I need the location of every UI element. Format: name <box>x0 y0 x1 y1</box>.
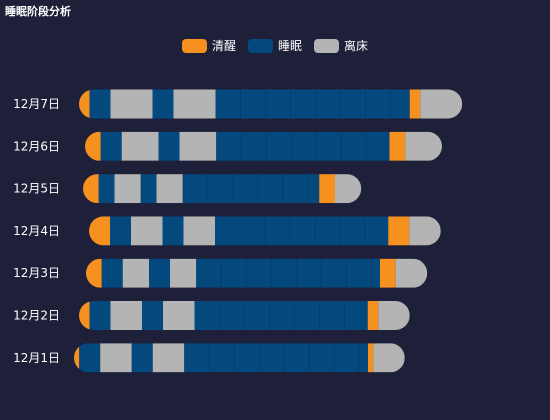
segment-sleep[interactable] <box>215 89 410 119</box>
y-tick-label: 12月6日 <box>13 139 60 153</box>
segment-awake[interactable] <box>89 216 110 246</box>
segment-outofbed[interactable] <box>100 343 132 373</box>
legend-swatch-awake <box>181 38 207 53</box>
segment-sleep[interactable] <box>110 216 131 246</box>
legend-swatch-sleep <box>247 38 273 53</box>
y-tick-label: 12月7日 <box>13 97 60 111</box>
sleep-bar <box>79 89 463 119</box>
segment-outofbed[interactable] <box>173 89 216 119</box>
y-tick-label: 12月5日 <box>13 182 60 196</box>
segment-outofbed[interactable] <box>405 131 442 161</box>
segment-sleep[interactable] <box>89 301 111 330</box>
segment-outofbed[interactable] <box>183 216 216 246</box>
y-tick-label: 12月2日 <box>13 309 60 323</box>
segment-outofbed[interactable] <box>373 343 405 373</box>
segment-outofbed[interactable] <box>114 174 141 204</box>
segment-awake[interactable] <box>409 89 421 119</box>
segment-awake[interactable] <box>380 258 396 288</box>
segment-sleep[interactable] <box>142 301 163 330</box>
segment-outofbed[interactable] <box>110 89 153 119</box>
segment-outofbed[interactable] <box>378 301 410 330</box>
legend-label-sleep: 睡眠 <box>277 39 302 53</box>
segment-awake[interactable] <box>86 258 102 288</box>
segment-awake[interactable] <box>79 301 90 330</box>
legend-item-sleep[interactable]: 睡眠 <box>247 37 302 54</box>
segment-outofbed[interactable] <box>395 258 428 288</box>
sleep-bar <box>86 258 428 288</box>
segment-sleep[interactable] <box>158 131 180 161</box>
segment-outofbed[interactable] <box>156 174 183 204</box>
segment-awake[interactable] <box>74 343 80 373</box>
segment-sleep[interactable] <box>196 258 380 288</box>
segment-awake[interactable] <box>367 301 379 330</box>
segment-awake[interactable] <box>319 174 335 204</box>
segment-sleep[interactable] <box>79 343 101 373</box>
segment-outofbed[interactable] <box>110 301 143 330</box>
sleep-bar <box>89 216 441 246</box>
y-tick-label: 12月3日 <box>13 266 60 280</box>
segment-awake[interactable] <box>83 174 99 204</box>
legend-label-outofbed: 离床 <box>344 39 369 53</box>
segment-sleep[interactable] <box>152 89 174 119</box>
segment-sleep[interactable] <box>162 216 184 246</box>
y-tick-label: 12月4日 <box>13 224 60 238</box>
segment-sleep[interactable] <box>98 174 115 204</box>
segment-outofbed[interactable] <box>131 216 163 246</box>
segment-outofbed[interactable] <box>170 258 197 288</box>
y-tick-label: 12月1日 <box>13 351 60 365</box>
legend-swatch-outofbed <box>314 38 339 53</box>
segment-awake[interactable] <box>388 216 410 246</box>
segment-sleep[interactable] <box>89 89 111 119</box>
segment-sleep[interactable] <box>131 343 153 373</box>
segment-sleep[interactable] <box>100 131 122 161</box>
segment-sleep[interactable] <box>140 174 157 204</box>
segment-sleep[interactable] <box>194 301 368 330</box>
segment-outofbed[interactable] <box>179 131 217 161</box>
segment-awake[interactable] <box>85 131 101 161</box>
chart-title: 睡眠阶段分析 <box>5 5 71 18</box>
segment-outofbed[interactable] <box>122 258 149 288</box>
segment-outofbed[interactable] <box>335 174 362 204</box>
segment-sleep[interactable] <box>215 216 389 246</box>
segment-sleep[interactable] <box>101 258 123 288</box>
segment-outofbed[interactable] <box>152 343 185 373</box>
segment-awake[interactable] <box>368 343 374 373</box>
sleep-bar <box>79 301 410 330</box>
segment-outofbed[interactable] <box>163 301 195 330</box>
segment-awake[interactable] <box>79 89 90 119</box>
segment-sleep[interactable] <box>149 258 170 288</box>
segment-sleep[interactable] <box>184 343 368 373</box>
legend-label-awake: 清醒 <box>211 39 236 53</box>
segment-sleep[interactable] <box>182 174 320 204</box>
legend-item-awake[interactable]: 清醒 <box>181 37 236 54</box>
sleep-bar <box>85 131 442 161</box>
sleep-bar <box>83 174 362 204</box>
legend-item-outofbed[interactable]: 离床 <box>314 37 368 54</box>
legend: 清醒 睡眠 离床 <box>0 37 550 54</box>
segment-outofbed[interactable] <box>409 216 441 246</box>
segment-outofbed[interactable] <box>420 89 463 119</box>
sleep-bar <box>74 343 405 373</box>
segment-awake[interactable] <box>389 131 406 161</box>
segment-sleep[interactable] <box>216 131 390 161</box>
segment-outofbed[interactable] <box>121 131 159 161</box>
